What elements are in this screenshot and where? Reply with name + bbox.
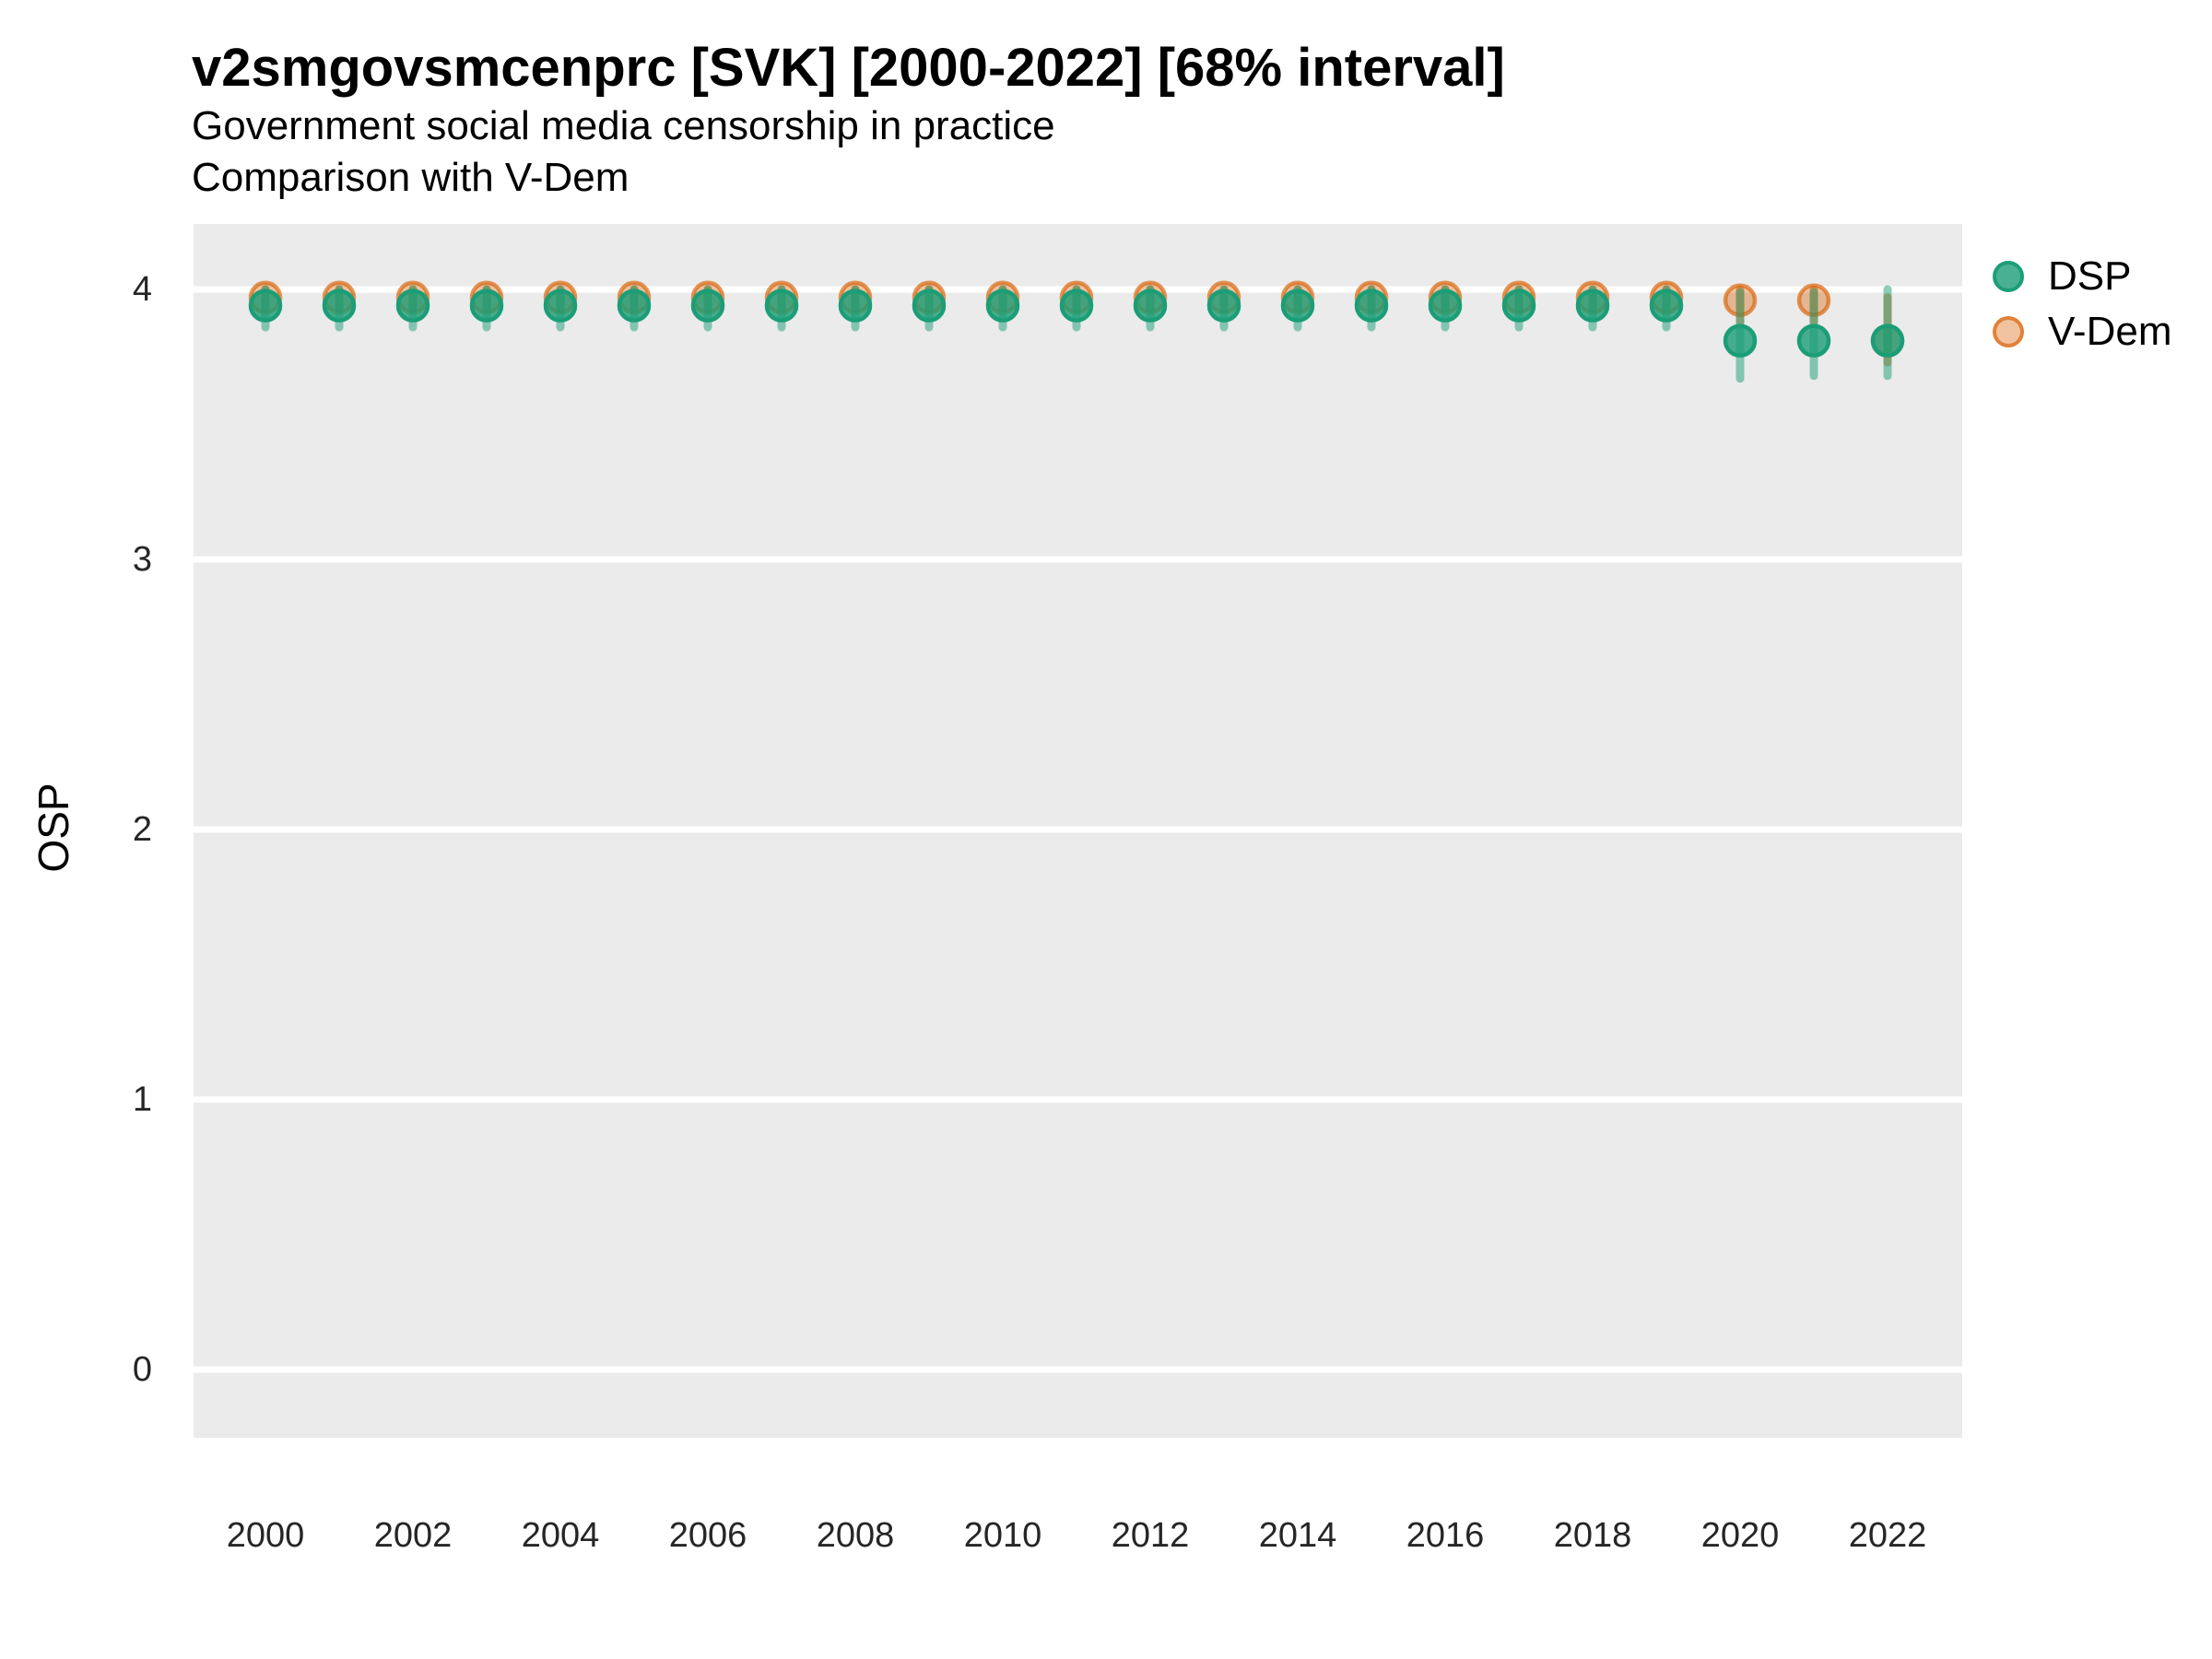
plot-area [194, 224, 1962, 1438]
chart-title: v2smgovsmcenprc [SVK] [2000-2022] [68% i… [192, 38, 1505, 98]
x-tick-label: 2000 [226, 1516, 305, 1555]
legend-label-vdem: V-Dem [2048, 309, 2172, 354]
x-tick-label: 2008 [816, 1516, 895, 1555]
y-tick-label: 0 [132, 1350, 152, 1389]
vdem-point-icon [1993, 316, 2024, 347]
y-tick-label: 2 [132, 810, 152, 849]
dsp-point-icon [1993, 261, 2024, 292]
y-tick-label: 4 [132, 270, 152, 309]
legend-label-dsp: DSP [2048, 253, 2132, 299]
chart-subtitle-2: Comparison with V-Dem [192, 155, 629, 200]
x-tick-label: 2014 [1258, 1516, 1337, 1555]
y-tick-label: 3 [132, 540, 152, 579]
x-tick-label: 2012 [1111, 1516, 1190, 1555]
y-tick-label: 1 [132, 1080, 152, 1119]
x-tick-label: 2020 [1700, 1516, 1780, 1555]
x-tick-label: 2016 [1406, 1516, 1485, 1555]
x-tick-label: 2004 [521, 1516, 600, 1555]
legend-entry-vdem: V-Dem [1993, 304, 2171, 359]
x-tick-label: 2002 [373, 1516, 453, 1555]
x-tick-label: 2022 [1848, 1516, 1927, 1555]
x-tick-label: 2010 [963, 1516, 1042, 1555]
legend-entry-dsp: DSP [1993, 249, 2171, 304]
x-tick-label: 2006 [668, 1516, 747, 1555]
x-tick-label: 2018 [1553, 1516, 1632, 1555]
chart-subtitle: Government social media censorship in pr… [192, 103, 1055, 148]
legend: DSP V-Dem [1993, 249, 2171, 359]
